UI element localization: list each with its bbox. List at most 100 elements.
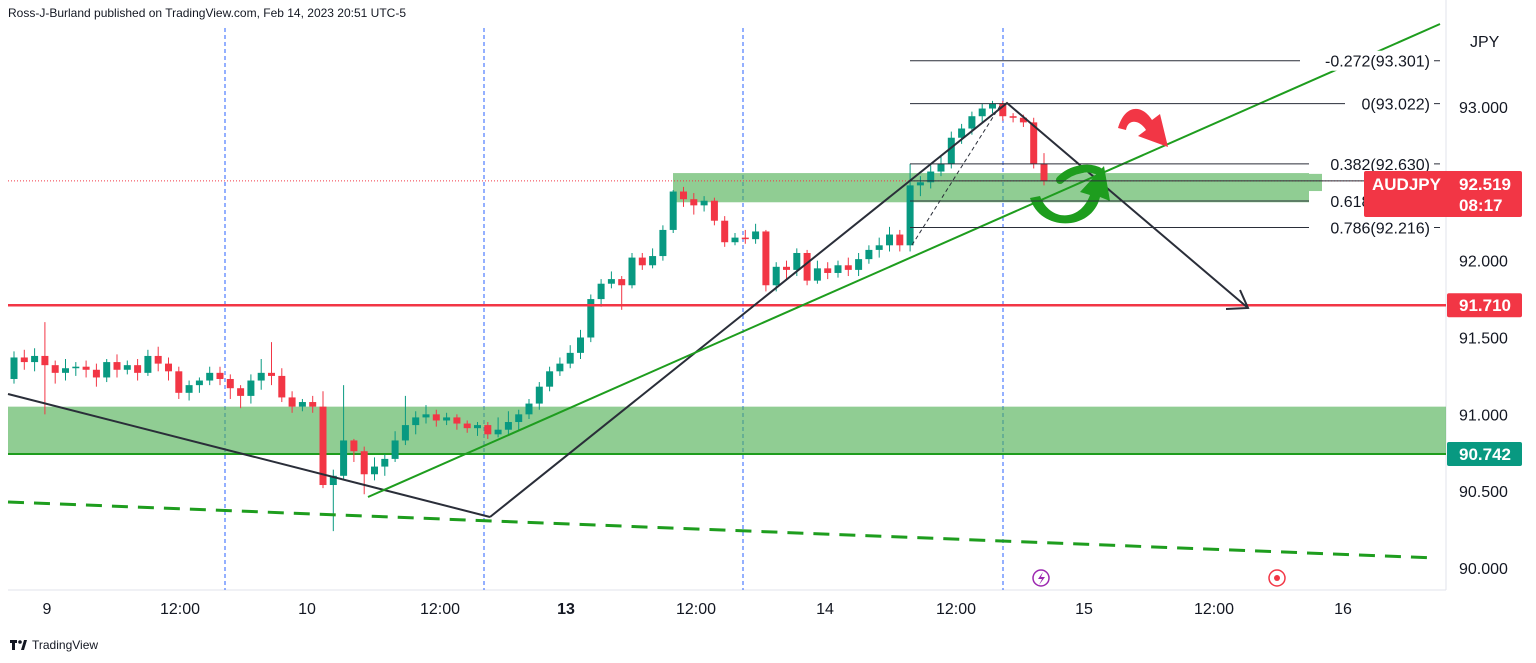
fib-label-bg <box>1345 93 1434 114</box>
candle <box>577 329 584 360</box>
candle-body <box>1019 117 1027 123</box>
candle-body <box>824 268 832 273</box>
candle-body <box>494 429 502 435</box>
candle <box>62 359 69 381</box>
candle-body <box>82 366 90 370</box>
candle <box>51 360 59 384</box>
candle-body <box>20 357 28 363</box>
time-tick-label: 15 <box>1075 601 1093 618</box>
candle <box>813 260 821 284</box>
candle-body <box>185 385 193 393</box>
candle-body <box>680 191 687 200</box>
time-axis: 9 12:00 10 12:00 13 12:00 14 12:00 15 12:00 16 <box>43 569 1352 618</box>
candle-body <box>288 397 296 407</box>
candle-body <box>72 366 80 369</box>
candle-body <box>432 414 440 421</box>
candle <box>340 385 348 479</box>
candle-body <box>309 402 317 407</box>
candle <box>844 257 852 277</box>
candle <box>432 409 440 427</box>
candle <box>927 165 935 189</box>
candle-body <box>875 245 883 250</box>
candle-body <box>855 259 863 270</box>
fib-level-label: 0.382(92.630) <box>1330 157 1430 174</box>
descending-trend-line <box>7 393 491 518</box>
candle-body <box>412 417 420 426</box>
candle <box>597 279 605 307</box>
support-zone <box>8 406 1446 454</box>
candle-body <box>113 362 121 370</box>
candle-body <box>247 380 255 396</box>
candle-body <box>968 116 976 129</box>
candle-body <box>515 414 523 423</box>
candle <box>443 412 451 426</box>
time-tick-label: 12:00 <box>1194 601 1234 618</box>
candle-body <box>916 182 924 186</box>
candle-body <box>391 440 399 459</box>
candle-body <box>896 234 904 246</box>
candle-body <box>154 355 162 364</box>
candle <box>772 262 780 292</box>
candle-body <box>1030 122 1038 164</box>
candle-body <box>31 355 39 363</box>
fib-label-bg <box>1309 153 1434 174</box>
time-tick-label: 12:00 <box>160 601 200 618</box>
candle-body <box>906 185 914 246</box>
time-tick-label: 13 <box>557 601 575 618</box>
candle <box>515 409 523 430</box>
candle <box>700 196 708 212</box>
candle <box>474 422 481 436</box>
candle <box>360 446 368 495</box>
candle-body <box>844 265 852 270</box>
footer: TradingView <box>10 638 98 652</box>
candle <box>453 414 461 430</box>
candles <box>10 100 1048 532</box>
candle-body <box>278 375 286 398</box>
dashed-channel-line <box>7 500 1437 560</box>
candle <box>195 377 203 393</box>
candle-body <box>752 231 760 240</box>
candle <box>999 100 1007 121</box>
candle <box>175 366 183 399</box>
candle <box>937 156 945 177</box>
candle <box>762 229 770 292</box>
candle-body <box>10 357 18 379</box>
candle <box>134 359 142 381</box>
candle-body <box>41 355 49 366</box>
candle <box>494 417 502 438</box>
last-price-tag-bg <box>1364 171 1522 217</box>
candle-body <box>92 369 100 378</box>
candle-body <box>731 237 739 243</box>
candle <box>504 411 512 435</box>
candle-body <box>556 363 564 372</box>
candle-body <box>638 257 646 266</box>
candle <box>216 366 224 386</box>
candle <box>587 294 595 343</box>
candle <box>350 438 358 462</box>
candle <box>741 229 749 244</box>
candle-body <box>103 362 111 378</box>
fibonacci-retracement: -0.272(93.301)0(93.022)0.382(92.630)0.50… <box>910 50 1440 238</box>
projection-arrowhead <box>1225 289 1250 310</box>
candle-body <box>381 458 389 467</box>
candle <box>298 398 306 412</box>
candle-body <box>783 266 790 270</box>
candle-body <box>607 279 615 284</box>
candle <box>41 322 49 415</box>
green-curved-arrow-tail <box>1056 164 1104 184</box>
candle <box>875 237 883 258</box>
candle <box>31 348 39 372</box>
price-tag-bg <box>1447 293 1522 318</box>
candle-body <box>834 265 842 273</box>
candle <box>257 359 265 390</box>
price-tag: 91.710 <box>1447 293 1522 318</box>
fib-level: 0(93.022) <box>910 93 1440 114</box>
candle <box>906 163 914 252</box>
candle-body <box>628 257 636 286</box>
candle <box>237 385 245 409</box>
ascending-trend-line <box>367 23 1441 498</box>
candle-body <box>474 425 481 429</box>
zigzag-projection-line <box>489 101 1249 518</box>
candle <box>103 359 111 383</box>
